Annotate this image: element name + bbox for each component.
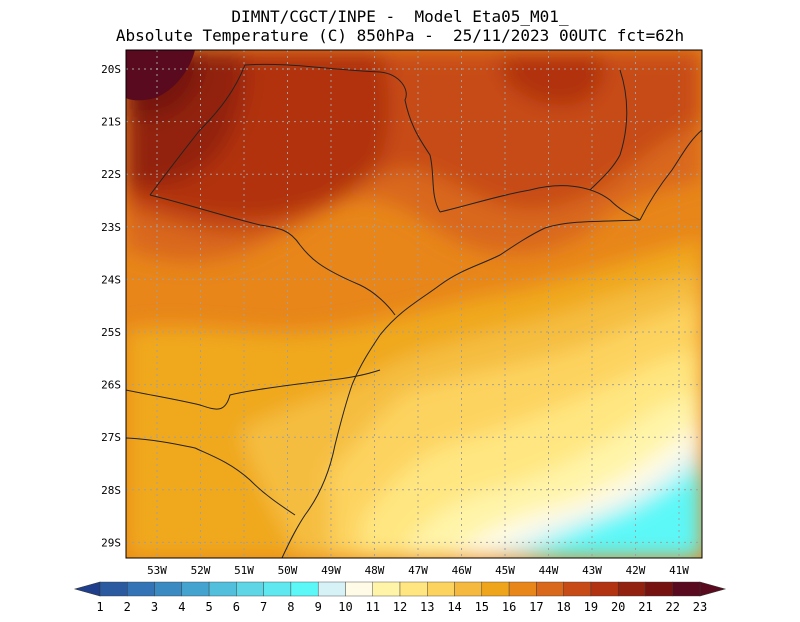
map-title-line-1: DIMNT/CGCT/INPE - Model Eta05_M01_ — [231, 7, 569, 26]
lon-label: 51W — [234, 564, 254, 577]
colorbar-swatch — [672, 581, 701, 597]
border-mg-rj — [439, 185, 641, 221]
colorbar-label: 7 — [260, 600, 267, 614]
lon-label: 43W — [582, 564, 602, 577]
colorbar-label: 14 — [447, 600, 461, 614]
lon-label: 46W — [452, 564, 472, 577]
colorbar-swatch — [563, 581, 592, 597]
colorbar-swatch — [508, 581, 537, 597]
coastline-south — [281, 334, 381, 558]
colorbar-swatch — [127, 581, 155, 597]
lat-label: 26S — [101, 379, 121, 392]
border-pr-sc — [126, 369, 381, 410]
colorbar-swatch — [181, 581, 210, 597]
colorbar-swatch — [645, 581, 673, 597]
colorbar-label: 17 — [529, 600, 543, 614]
lon-label: 45W — [495, 564, 515, 577]
colorbar-label: 11 — [366, 600, 380, 614]
colorbar-label: 19 — [584, 600, 598, 614]
colorbar-label: 1 — [96, 600, 103, 614]
colorbar-label: 21 — [638, 600, 652, 614]
lat-lon-grid — [126, 50, 702, 558]
colorbar-label: 15 — [475, 600, 489, 614]
lon-label: 41W — [669, 564, 689, 577]
lat-label: 22S — [101, 168, 121, 181]
colorbar-swatch — [99, 581, 128, 597]
boundaries — [126, 63, 702, 558]
colorbar-label: 12 — [393, 600, 407, 614]
colorbar-swatch — [290, 581, 319, 597]
latitude-labels: 20S 21S 22S 23S 24S 25S 26S 27S 28S 29S — [101, 63, 121, 549]
border-sp-pr — [149, 194, 396, 316]
colorbar-swatch — [345, 581, 373, 597]
border-sp-mg — [244, 63, 441, 213]
field-9 — [520, 465, 702, 558]
colorbar-swatch — [317, 581, 346, 597]
colorbar-swatch — [399, 581, 428, 597]
lon-label: 53W — [147, 564, 167, 577]
lon-label: 44W — [539, 564, 559, 577]
lat-label: 21S — [101, 116, 121, 129]
colorbar-label: 9 — [315, 600, 322, 614]
colorbar-swatch — [590, 581, 619, 597]
colorbar-label: 3 — [151, 600, 158, 614]
border-sc-rs — [126, 437, 296, 516]
colorbar-label: 4 — [178, 600, 185, 614]
colorbar-label: 2 — [124, 600, 131, 614]
longitude-labels: 53W 52W 51W 50W 49W 48W 47W 46W 45W 44W 43W 42W 41W — [147, 564, 689, 577]
lat-label: 28S — [101, 484, 121, 497]
colorbar-label: 18 — [556, 600, 570, 614]
colorbar-swatch — [208, 581, 237, 597]
colorbar-label: 20 — [611, 600, 625, 614]
lat-label: 24S — [101, 273, 121, 286]
colorbar-label: 13 — [420, 600, 434, 614]
lat-label: 27S — [101, 431, 121, 444]
field-20b — [500, 55, 604, 106]
colorbar-swatch — [427, 581, 455, 597]
colorbar: 1 2 3 4 5 6 7 8 9 10 11 12 13 14 15 16 17 18 19 20 21 22 23 — [73, 581, 727, 614]
lon-label: 52W — [191, 564, 211, 577]
lon-label: 42W — [626, 564, 646, 577]
colorbar-high-arrow — [699, 581, 727, 597]
colorbar-swatch — [154, 581, 183, 597]
temperature-field — [126, 50, 702, 558]
lat-label: 23S — [101, 221, 121, 234]
colorbar-label: 5 — [205, 600, 212, 614]
colorbar-swatch — [536, 581, 564, 597]
map-title-line-2: Absolute Temperature (C) 850hPa - 25/11/… — [115, 26, 685, 45]
lon-label: 47W — [408, 564, 428, 577]
lat-label: 20S — [101, 63, 121, 76]
border-mg-es — [589, 69, 628, 191]
colorbar-low-arrow — [73, 581, 101, 597]
colorbar-label: 16 — [502, 600, 516, 614]
lon-label: 48W — [365, 564, 385, 577]
colorbar-label: 22 — [666, 600, 680, 614]
colorbar-label: 6 — [233, 600, 240, 614]
border-ms-sp — [149, 64, 246, 196]
colorbar-swatch — [481, 581, 510, 597]
coastline-rj-es — [639, 129, 702, 221]
colorbar-swatch — [236, 581, 264, 597]
colorbar-label: 8 — [287, 600, 294, 614]
colorbar-swatch — [372, 581, 401, 597]
lat-label: 29S — [101, 536, 121, 549]
field-23 — [126, 50, 195, 101]
colorbar-swatch — [263, 581, 292, 597]
colorbar-label: 10 — [338, 600, 352, 614]
colorbar-swatch — [454, 581, 483, 597]
colorbar-swatch — [617, 581, 646, 597]
lat-label: 25S — [101, 326, 121, 339]
lon-label: 49W — [321, 564, 341, 577]
lon-label: 50W — [278, 564, 298, 577]
colorbar-label: 23 — [693, 600, 707, 614]
plot-frame — [125, 49, 703, 559]
coastline-se — [379, 219, 641, 336]
